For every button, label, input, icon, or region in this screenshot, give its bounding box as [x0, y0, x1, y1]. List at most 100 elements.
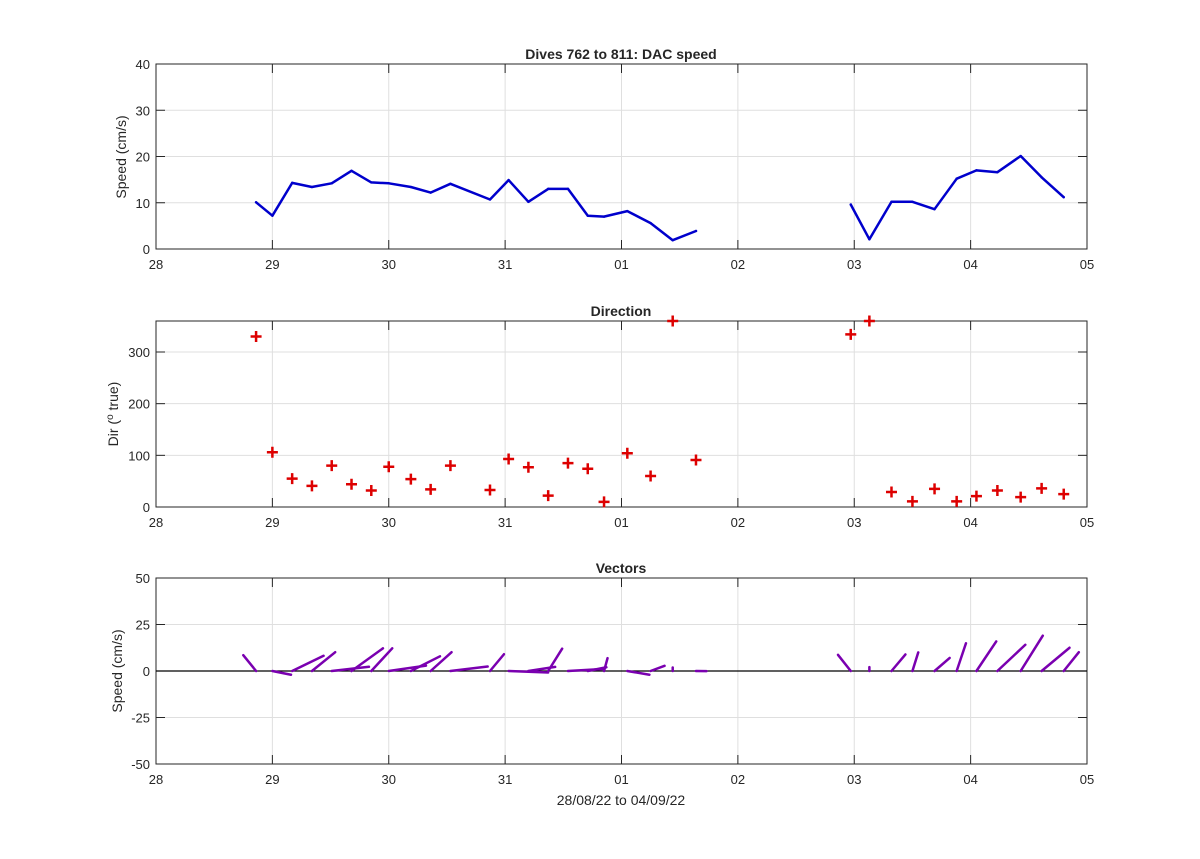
direction-xtick-label: 04 [963, 515, 977, 530]
direction-marker [1015, 491, 1027, 503]
direction-marker [845, 328, 857, 340]
direction-marker [645, 470, 657, 482]
direction-ylabel-degree: o [105, 414, 116, 420]
direction-marker [444, 460, 456, 472]
direction-marker [484, 484, 496, 496]
direction-marker [250, 331, 262, 342]
vector-stick [370, 647, 394, 673]
direction-marker [991, 484, 1003, 496]
speed-data-point [849, 203, 852, 206]
direction-marker [582, 463, 594, 475]
vectors-xtick-label: 03 [847, 772, 861, 787]
speed-xtick-label: 01 [614, 257, 628, 272]
speed-panel: Dives 762 to 811: DAC speed Speed (cm/s)… [113, 46, 1094, 272]
vector-stick [330, 665, 371, 673]
direction-marker [885, 486, 897, 498]
vector-stick [975, 640, 998, 673]
direction-marker [621, 447, 633, 459]
direction-marker [326, 460, 338, 472]
vectors-ytick-label: -25 [131, 711, 150, 726]
speed-data-point [330, 182, 333, 185]
speed-xtick-label: 29 [265, 257, 279, 272]
vector-stick [996, 643, 1027, 673]
direction-ytick-label: 100 [128, 448, 150, 463]
speed-xtick-label: 30 [382, 257, 396, 272]
direction-xtick-label: 28 [149, 515, 163, 530]
speed-data-point [586, 214, 589, 217]
vector-stick [1062, 650, 1081, 673]
vectors-xtick-label: 01 [614, 772, 628, 787]
direction-marker [929, 483, 941, 495]
direction-ytick-label: 200 [128, 397, 150, 412]
direction-ytick-label: 300 [128, 345, 150, 360]
direction-marker [503, 453, 515, 465]
direction-marker [522, 461, 534, 473]
speed-data-point [546, 187, 550, 191]
speed-ytick-label: 10 [136, 196, 150, 211]
direction-xtick-label: 05 [1080, 515, 1094, 530]
speed-data-point [975, 169, 978, 172]
vectors-panel-ylabel: Speed (cm/s) [109, 629, 125, 712]
direction-xtick-label: 02 [731, 515, 745, 530]
direction-marker [266, 446, 278, 458]
speed-data-point [890, 200, 893, 204]
direction-grid [156, 321, 1087, 507]
speed-data-point [911, 200, 914, 204]
direction-ylabel-end: true) [105, 382, 121, 415]
direction-xtick-label: 29 [265, 515, 279, 530]
speed-line-segment-0 [254, 169, 698, 242]
vectors-xtick-label: 30 [382, 772, 396, 787]
speed-data-point [387, 182, 390, 185]
speed-data-point [694, 229, 698, 233]
direction-marker [542, 490, 554, 502]
direction-marker [906, 495, 918, 507]
speed-xtick-label: 28 [149, 257, 163, 272]
direction-panel-ylabel: Dir (o true) [105, 382, 121, 447]
vector-stick [602, 656, 609, 673]
vectors-ytick-label: 50 [136, 571, 150, 586]
speed-data-point [1019, 154, 1022, 158]
vector-stick [1040, 646, 1071, 673]
direction-marker [405, 473, 417, 485]
vector-stick [955, 642, 968, 673]
speed-data-point [290, 181, 294, 185]
vector-stick [626, 669, 651, 676]
vector-stick [271, 669, 293, 676]
speed-data-point [649, 221, 652, 225]
vector-stick [409, 655, 442, 673]
figure-xlabel: 28/08/22 to 04/09/22 [557, 792, 686, 808]
speed-data-point [527, 200, 530, 204]
speed-data-point [254, 201, 258, 204]
speed-xtick-label: 02 [731, 257, 745, 272]
direction-marker [690, 454, 702, 466]
speed-data-point [507, 178, 510, 182]
direction-marker [425, 483, 437, 495]
vector-stick [242, 653, 258, 673]
direction-ylabel-start: Dir ( [105, 420, 121, 447]
direction-marker [346, 478, 358, 490]
vectors-panel-title: Vectors [596, 560, 647, 576]
direction-marker [1058, 488, 1070, 500]
vector-stick [488, 653, 506, 673]
vector-stick [310, 650, 337, 673]
vectors-xtick-label: 28 [149, 772, 163, 787]
speed-data-point [409, 185, 413, 189]
direction-marker [598, 496, 610, 508]
speed-data-point [1062, 196, 1065, 199]
vector-stick [290, 654, 325, 673]
direction-marker [562, 457, 574, 469]
direction-panel: Direction Dir (o true) 28 29 30 31 01 02 03 04 0… [105, 303, 1094, 530]
speed-data-point [488, 198, 492, 201]
vectors-ytick-label: 0 [143, 664, 150, 679]
speed-xtick-label: 31 [498, 257, 512, 272]
speed-data-point [933, 208, 936, 211]
direction-panel-title: Direction [591, 303, 652, 319]
speed-data-point [370, 181, 373, 184]
speed-data-point [429, 191, 432, 194]
speed-grid [156, 64, 1087, 249]
direction-marker [365, 484, 377, 496]
speed-data-point [566, 187, 570, 191]
vector-stick [429, 650, 453, 673]
